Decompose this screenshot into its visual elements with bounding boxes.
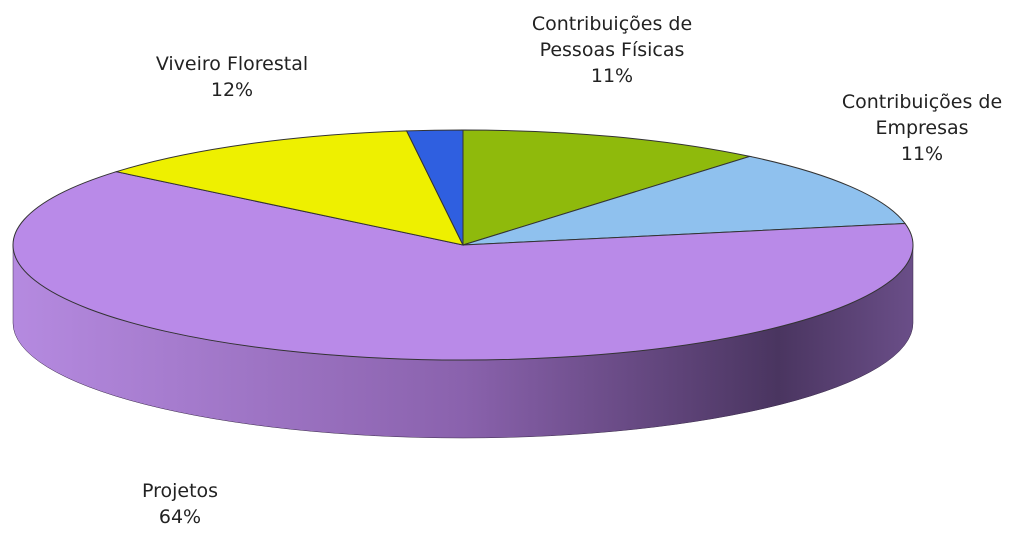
value-label: 12% bbox=[211, 79, 253, 101]
category-label: Contribuições de Pessoas Físicas bbox=[532, 13, 692, 61]
category-label: Projetos bbox=[142, 480, 218, 502]
label-line: Projetos bbox=[142, 480, 218, 502]
label-line: Viveiro Florestal bbox=[156, 53, 308, 75]
value-label: 11% bbox=[901, 143, 943, 165]
slice bbox=[405, 129, 464, 246]
slice bbox=[462, 155, 906, 246]
slice bbox=[12, 171, 914, 361]
label-line: Empresas bbox=[875, 117, 968, 139]
label-line: Contribuições de bbox=[532, 13, 692, 35]
slice bbox=[462, 129, 752, 246]
slice bbox=[114, 130, 464, 246]
label-line: Contribuições de bbox=[842, 91, 1002, 113]
value-label: 11% bbox=[591, 65, 633, 87]
category-label: Contribuições de Empresas bbox=[842, 91, 1002, 139]
label-line: Pessoas Físicas bbox=[540, 39, 685, 61]
category-label: Viveiro Florestal bbox=[156, 53, 308, 75]
value-label: 64% bbox=[159, 506, 201, 528]
